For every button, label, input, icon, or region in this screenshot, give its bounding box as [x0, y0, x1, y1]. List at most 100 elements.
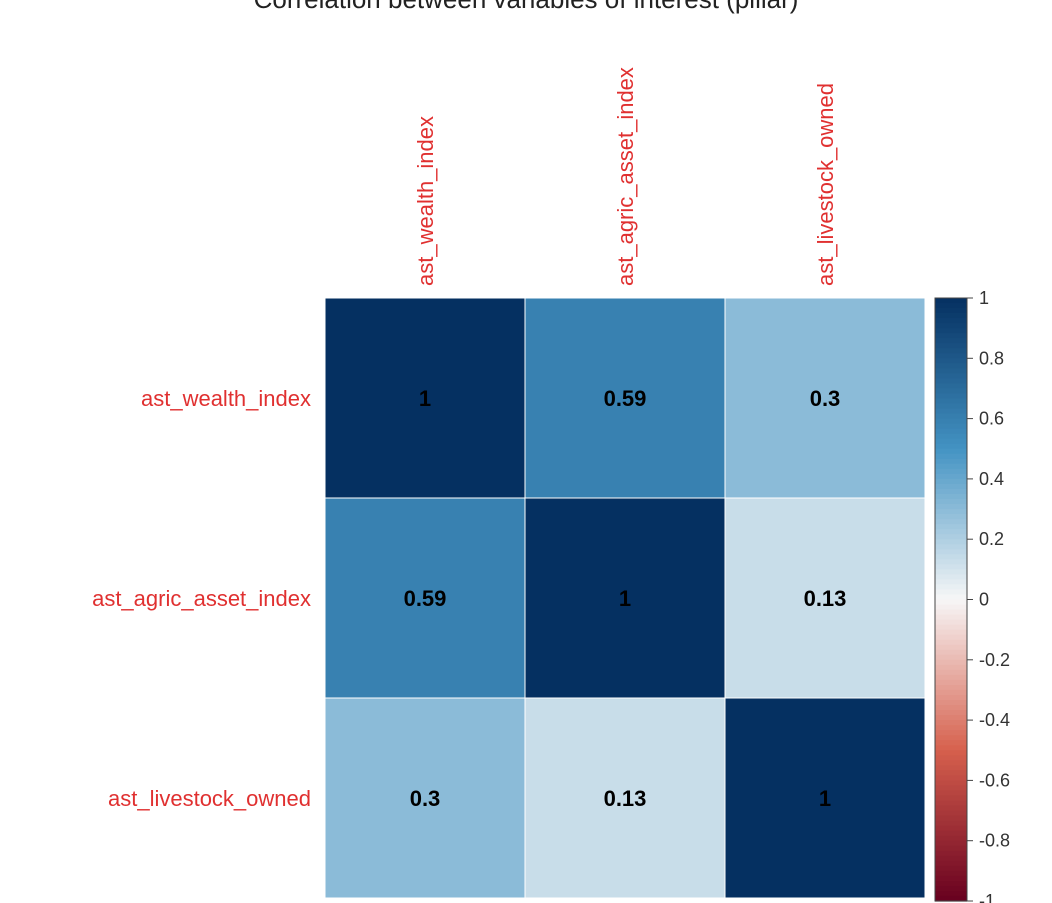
- legend-color-step: [935, 760, 967, 766]
- legend-color-step: [935, 700, 967, 706]
- legend-color-step: [935, 539, 967, 545]
- legend-color-step: [935, 720, 967, 726]
- cell-value-label-1-0: 0.59: [404, 586, 447, 611]
- legend-color-step: [935, 684, 967, 691]
- legend-color-step: [935, 463, 967, 470]
- column-label-1: ast_agric_asset_index: [613, 67, 638, 286]
- legend-color-step: [935, 524, 967, 530]
- legend-color-step: [935, 609, 967, 616]
- legend-color-step: [935, 594, 967, 601]
- legend-color-step: [935, 775, 967, 781]
- legend-color-step: [935, 710, 967, 716]
- legend-color-step: [935, 418, 967, 425]
- cell-value-label-0-0: 1: [419, 386, 431, 411]
- cell-value-label-2-2: 1: [819, 786, 831, 811]
- cell-value-label-1-1: 1: [619, 586, 631, 611]
- row-label-0: ast_wealth_index: [141, 386, 311, 411]
- legend-color-step: [935, 504, 967, 510]
- legend-color-step: [935, 468, 967, 475]
- legend-color-step: [935, 408, 967, 415]
- legend-color-step: [935, 825, 967, 832]
- cell-value-label-2-1: 0.13: [604, 786, 647, 811]
- legend-color-step: [935, 443, 967, 450]
- legend-color-step: [935, 785, 967, 792]
- legend-color-step: [935, 705, 967, 711]
- legend-color-step: [935, 875, 967, 882]
- legend-color-step: [935, 338, 967, 344]
- legend-color-step: [935, 544, 967, 550]
- legend-color-step: [935, 755, 967, 761]
- legend-color-step: [935, 860, 967, 867]
- legend-color-step: [935, 750, 967, 756]
- legend-color-step: [935, 725, 967, 731]
- legend-color-step: [935, 363, 967, 369]
- legend-color-step: [935, 885, 967, 892]
- legend-color-step: [935, 599, 967, 606]
- legend-color-step: [935, 388, 967, 395]
- cell-value-label-2-0: 0.3: [410, 786, 441, 811]
- legend-color-step: [935, 654, 967, 661]
- legend-color-step: [935, 820, 967, 827]
- legend-color-step: [935, 624, 967, 631]
- legend-color-step: [935, 323, 967, 329]
- legend-color-step: [935, 679, 967, 686]
- legend-color-step: [935, 298, 967, 304]
- legend-tick-label: -0.4: [979, 710, 1010, 730]
- legend-color-step: [935, 880, 967, 887]
- legend-color-step: [935, 458, 967, 465]
- legend-color-step: [935, 850, 967, 857]
- legend-color-step: [935, 810, 967, 817]
- color-legend: 1 0.8 0.6 0.4 0.2 0 -0.2 -0.4 -0.6 -0.8 -1: [934, 288, 1010, 903]
- legend-color-step: [935, 488, 967, 495]
- legend-color-step: [935, 353, 967, 359]
- legend-color-step: [935, 529, 967, 535]
- legend-color-step: [935, 740, 967, 746]
- legend-color-step: [935, 835, 967, 842]
- heatmap-cell-2-1: [524, 697, 726, 899]
- legend-tick-label: -0.6: [979, 770, 1010, 790]
- legend-color-step: [935, 519, 967, 525]
- legend-color-step: [935, 589, 967, 596]
- legend-color-step: [935, 815, 967, 822]
- legend-color-step: [935, 473, 967, 480]
- column-label-0: ast_wealth_index: [413, 116, 438, 286]
- legend-color-step: [935, 549, 967, 555]
- heatmap-cell-2-2: [724, 697, 926, 899]
- row-label-2: ast_livestock_owned: [108, 786, 311, 811]
- legend-color-step: [935, 398, 967, 405]
- legend-color-step: [935, 790, 967, 797]
- heatmap-cell-0-1: [524, 297, 726, 499]
- legend-color-step: [935, 855, 967, 862]
- legend-color-step: [935, 800, 967, 807]
- legend-color-step: [935, 514, 967, 520]
- row-label-1: ast_agric_asset_index: [92, 586, 311, 611]
- column-labels: ast_wealth_index ast_agric_asset_index ast…: [413, 67, 838, 286]
- cell-value-label-0-2: 0.3: [810, 386, 841, 411]
- legend-color-step: [935, 865, 967, 872]
- legend-color-step: [935, 433, 967, 440]
- legend-color-step: [935, 328, 967, 334]
- legend-color-step: [935, 318, 967, 324]
- legend-color-step: [935, 423, 967, 430]
- legend-color-step: [935, 735, 967, 741]
- legend-color-step: [935, 348, 967, 354]
- legend-color-step: [935, 493, 967, 500]
- legend-color-step: [935, 629, 967, 636]
- legend-color-step: [935, 845, 967, 852]
- legend-color-step: [935, 383, 967, 390]
- legend-tick-label: -0.2: [979, 650, 1010, 670]
- heatmap-grid: 1 0.59 0.3 0.59 1 0.13 0.3 0.13 1: [324, 297, 926, 899]
- legend-color-step: [935, 478, 967, 485]
- legend-color-step: [935, 895, 967, 902]
- legend-color-step: [935, 770, 967, 776]
- legend-color-step: [935, 780, 967, 787]
- cell-value-label-1-2: 0.13: [804, 586, 847, 611]
- legend-color-step: [935, 715, 967, 721]
- legend-color-step: [935, 830, 967, 837]
- legend-color-step: [935, 649, 967, 656]
- legend-color-step: [935, 564, 967, 570]
- legend-color-step: [935, 765, 967, 771]
- cell-value-label-0-1: 0.59: [604, 386, 647, 411]
- legend-color-step: [935, 619, 967, 626]
- legend-color-step: [935, 639, 967, 646]
